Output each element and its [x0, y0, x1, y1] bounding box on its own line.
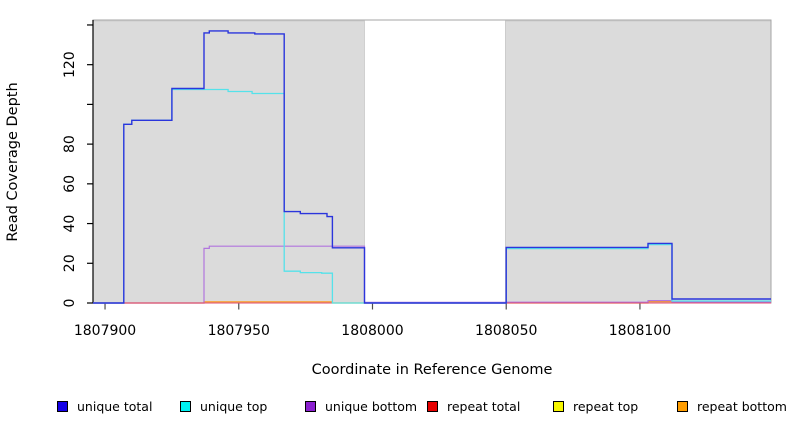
- legend-label: unique top: [200, 398, 268, 414]
- legend-item-unique-total: unique total: [57, 396, 152, 416]
- shaded-region-1: [92, 20, 365, 304]
- x-tick-label: 1807950: [208, 323, 270, 339]
- legend-swatch-repeat-top: [553, 400, 564, 412]
- legend-label: repeat total: [447, 398, 521, 414]
- legend-item-repeat-bottom: repeat bottom: [677, 396, 787, 416]
- legend-label: unique total: [77, 398, 153, 414]
- x-tick-label: 1807900: [74, 323, 136, 339]
- y-axis-title: Read Coverage Depth: [5, 82, 21, 241]
- legend-swatch-unique-bottom: [305, 400, 316, 412]
- legend-swatch-repeat-bottom: [677, 400, 688, 412]
- legend-swatch-unique-top: [180, 400, 191, 412]
- y-tick-label: 120: [62, 51, 78, 78]
- legend-label: repeat top: [573, 398, 639, 414]
- x-tick-label: 1808050: [475, 323, 537, 339]
- y-tick-label: 60: [62, 175, 78, 193]
- y-tick-label: 40: [62, 215, 78, 233]
- legend-swatch-repeat-total: [427, 400, 438, 412]
- y-tick-label: 80: [62, 135, 78, 153]
- y-tick-label: 20: [62, 254, 78, 272]
- legend-item-unique-top: unique top: [180, 396, 267, 416]
- legend-item-repeat-total: repeat total: [427, 396, 520, 416]
- legend-item-repeat-top: repeat top: [553, 396, 638, 416]
- x-tick-label: 1808100: [609, 323, 671, 339]
- x-tick-label: 1808000: [341, 323, 403, 339]
- legend-label: unique bottom: [325, 398, 418, 414]
- coverage-plot-canvas: 1807900 1807950 1808000 1808050 1808100 0 20 40…: [5, 19, 772, 378]
- legend: unique total unique top unique bottom re…: [0, 396, 792, 420]
- shaded-region-2: [505, 20, 772, 304]
- series-line-unique-total: [93, 30, 771, 304]
- x-axis-title: Coordinate in Reference Genome: [312, 362, 553, 378]
- y-tick-label: 0: [62, 299, 78, 308]
- legend-label: repeat bottom: [697, 398, 787, 414]
- legend-item-unique-bottom: unique bottom: [305, 396, 417, 416]
- legend-swatch-unique-total: [57, 400, 68, 412]
